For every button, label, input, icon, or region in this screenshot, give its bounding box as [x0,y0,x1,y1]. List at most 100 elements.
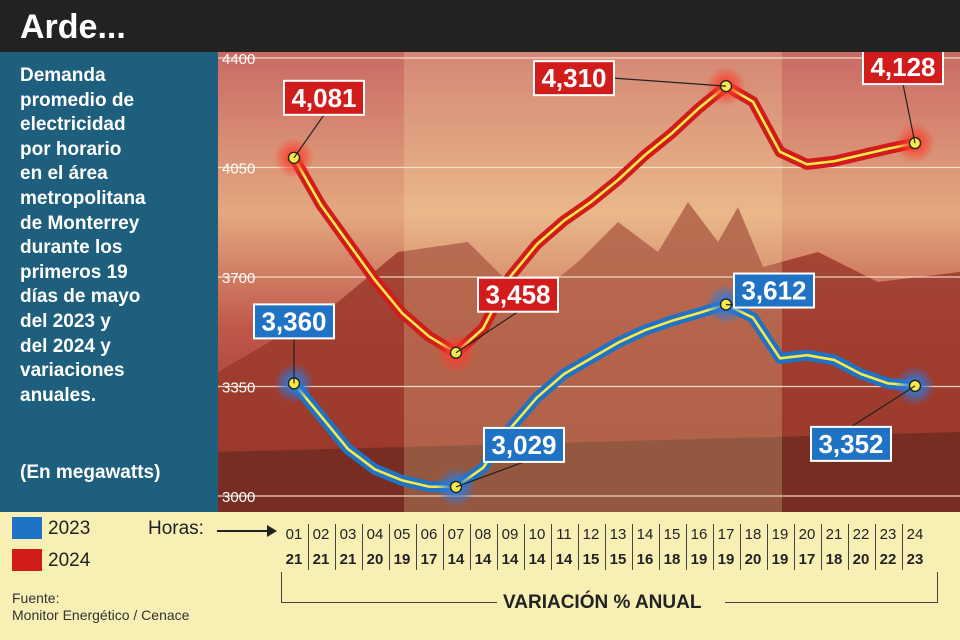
description-line: Demanda [20,65,106,86]
hour-tick-label: 06 [420,526,438,543]
description-line: primeros 19 [20,261,128,283]
hours-axis-label: Horas: [148,518,204,539]
hour-separator [847,524,849,570]
variation-value: 14 [501,551,519,568]
arrow-right-icon [217,525,277,537]
variation-value: 15 [609,551,627,568]
data-label: 4,128 [870,52,935,82]
hour-tick-label: 24 [906,526,924,543]
hour-tick-label: 18 [744,526,762,543]
header-bar: Arde... [0,0,960,52]
night-shade-band [404,52,782,512]
hour-separator [415,524,417,570]
description-line: días de mayo [20,286,141,308]
hour-separator [685,524,687,570]
hour-tick-label: 08 [474,526,492,543]
variation-value: 14 [474,551,492,568]
y-tick-label: 3000 [222,489,255,506]
hour-tick-label: 12 [582,526,600,543]
variation-value: 15 [582,551,600,568]
data-label-layer: 4,081 3,458 4,310 4,128 3,360 3,029 3,612 3,352 [253,52,944,507]
unit-label: (En megawatts) [20,462,161,483]
variation-value: 14 [447,551,465,568]
data-label: 3,458 [485,280,550,310]
description-line: variaciones [20,360,125,382]
description-text: Demanda promedio de electricidad por hor… [20,64,210,408]
description-line: electricidad [20,114,126,136]
variation-value: 19 [690,551,708,568]
variation-value: 16 [636,551,654,568]
hour-tick-label: 04 [366,526,384,543]
hour-tick-label: 01 [285,526,303,543]
data-label-box [733,272,815,309]
series-line-core-2024 [292,84,917,355]
line-chart: 4400 4050 3700 3350 3000 4,081 3,458 4,310 4,12… [218,52,960,512]
description-line: del 2024 y [20,335,111,357]
data-label-box [862,52,944,86]
hour-tick-label: 20 [798,526,816,543]
bracket-left [281,572,282,602]
hour-separator [631,524,633,570]
label-leader [850,385,916,428]
data-label: 3,029 [491,430,556,460]
hour-separator [604,524,606,570]
variation-value: 19 [771,551,789,568]
hour-tick-label: 11 [556,526,572,543]
label-leader [455,461,525,488]
description-panel: Demanda promedio de electricidad por hor… [0,52,218,512]
chart-area: 4400 4050 3700 3350 3000 4,081 3,458 4,310 4,12… [218,52,960,512]
hour-separator [496,524,498,570]
variation-value: 21 [312,551,330,568]
description-line: metropolitana [20,187,146,209]
variation-value: 17 [420,551,438,568]
variation-value: 19 [717,551,735,568]
variation-value: 21 [339,551,357,568]
hour-tick-label: 19 [771,526,789,543]
label-leader [293,114,325,159]
variation-label: VARIACIÓN % ANUAL [503,592,702,613]
hour-tick-label: 10 [528,526,546,543]
variation-value: 22 [879,551,897,568]
variation-value: 20 [852,551,870,568]
hour-tick-label: 02 [312,526,330,543]
y-tick-label: 3700 [222,270,255,287]
series-line-core-2023 [292,303,917,489]
hour-tick-label: 17 [717,526,735,543]
city-silhouette [218,432,960,512]
source-name: Monitor Energético / Cenace [12,607,190,623]
hour-separator [658,524,660,570]
variation-value: 20 [366,551,384,568]
hour-tick-label: 09 [501,526,519,543]
data-label-box [253,303,335,340]
bracket-right [937,572,938,602]
hour-separator [334,524,336,570]
variation-value: 21 [285,551,303,568]
source-note: Fuente: Monitor Energético / Cenace [12,590,189,624]
hour-separator [361,524,363,570]
description-line: anuales. [20,384,97,406]
description-line: por horario [20,138,122,160]
variation-value: 18 [825,551,843,568]
hour-tick-label: 13 [609,526,627,543]
hour-separator [577,524,579,570]
source-title: Fuente: [12,590,60,606]
hour-tick-label: 23 [879,526,897,543]
page-title: Arde... [20,8,126,46]
legend-swatch-2023 [12,517,42,539]
data-label: 3,612 [741,276,806,306]
description-line: promedio de [20,89,135,111]
data-label: 4,310 [541,63,606,93]
hour-separator [442,524,444,570]
hour-tick-label: 21 [825,526,843,543]
hour-tick-label: 03 [339,526,357,543]
hour-separator [874,524,876,570]
data-label-box [810,425,892,462]
data-label-box [533,60,615,97]
legend-swatch-2024 [12,549,42,571]
data-label: 4,081 [291,83,356,113]
hour-separator [550,524,552,570]
bracket-line-left [281,602,497,603]
hour-separator [901,524,903,570]
description-line: de Monterrey [20,212,140,234]
variation-value: 20 [744,551,762,568]
